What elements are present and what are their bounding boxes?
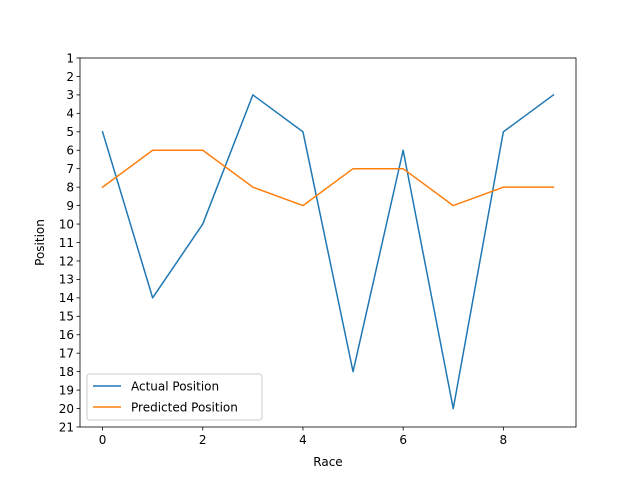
x-axis-label: Race — [313, 455, 342, 469]
x-tick-label: 2 — [199, 433, 207, 447]
y-tick-label: 20 — [59, 402, 74, 416]
series-line-predicted-position — [101, 149, 555, 207]
series-lines — [101, 93, 555, 410]
y-tick-label: 15 — [59, 310, 74, 324]
y-tick-label: 21 — [59, 420, 74, 434]
y-tick-label: 2 — [66, 70, 74, 84]
y-tick-label: 5 — [66, 125, 74, 139]
x-tick-label: 0 — [99, 433, 107, 447]
y-tick-label: 13 — [59, 273, 74, 287]
x-tick-label: 8 — [500, 433, 508, 447]
y-tick-label: 19 — [59, 383, 74, 397]
y-tick-label: 6 — [66, 144, 74, 158]
y-tick-label: 3 — [66, 88, 74, 102]
y-tick-label: 9 — [66, 199, 74, 213]
y-tick-label: 17 — [59, 347, 74, 361]
legend-label: Predicted Position — [131, 400, 238, 414]
y-tick-label: 12 — [59, 254, 74, 268]
y-tick-label: 8 — [66, 180, 74, 194]
y-tick-label: 7 — [66, 162, 74, 176]
series-line-actual-position — [101, 93, 555, 410]
y-tick-label: 11 — [59, 236, 74, 250]
y-tick-label: 4 — [66, 107, 74, 121]
x-tick-label: 6 — [399, 433, 407, 447]
y-tick-label: 14 — [59, 291, 74, 305]
x-axis-ticks: 0 2 4 6 8 — [99, 427, 507, 447]
y-axis-label: Position — [33, 219, 47, 266]
y-tick-label: 18 — [59, 365, 74, 379]
x-tick-label: 4 — [299, 433, 307, 447]
y-tick-label: 1 — [66, 51, 74, 65]
legend: Actual Position Predicted Position — [86, 373, 263, 421]
legend-label: Actual Position — [131, 379, 219, 393]
axes-frame — [79, 57, 577, 428]
y-tick-label: 10 — [59, 217, 74, 231]
y-tick-label: 16 — [59, 328, 74, 342]
legend-box — [86, 373, 263, 421]
